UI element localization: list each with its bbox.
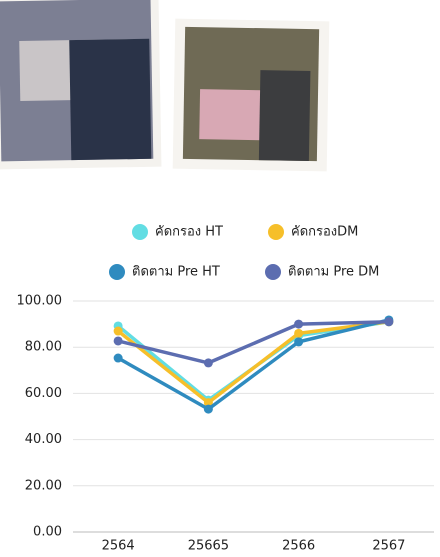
- y-tick-label: 0.00: [33, 525, 62, 540]
- data-point: [294, 329, 303, 338]
- series-line: [118, 322, 389, 403]
- x-tick-label: 25665: [188, 539, 229, 554]
- data-point: [384, 317, 393, 326]
- y-tick-label: 60.00: [25, 386, 62, 401]
- data-point: [204, 405, 213, 414]
- x-tick-label: 2566: [282, 539, 315, 554]
- x-tick-label: 2564: [102, 539, 135, 554]
- photo-right: [173, 19, 330, 172]
- legend-label: คัดกรองDM: [291, 225, 358, 240]
- legend-marker: [268, 224, 284, 240]
- legend-marker: [109, 264, 125, 280]
- x-tick-label: 2567: [372, 539, 405, 554]
- legend-label: ติดตาม Pre DM: [288, 265, 379, 280]
- photo-detail: [69, 39, 151, 160]
- y-tick-label: 40.00: [25, 432, 62, 447]
- y-tick-label: 80.00: [25, 340, 62, 355]
- photo-left: [0, 0, 161, 169]
- series-line: [118, 322, 389, 400]
- data-point: [294, 320, 303, 329]
- data-point: [114, 336, 123, 345]
- data-point: [294, 337, 303, 346]
- legend-marker: [132, 224, 148, 240]
- data-point: [114, 327, 123, 336]
- legend-label: คัดกรอง HT: [155, 225, 223, 240]
- screen: 0.00 20.00 40.00 60.00 80.00 100.00 2564 25665 2…: [0, 0, 440, 557]
- data-point: [114, 354, 123, 363]
- y-tick-label: 100.00: [17, 294, 63, 309]
- photo-detail: [259, 70, 311, 161]
- legend-label: ติดตาม Pre HT: [132, 265, 220, 280]
- y-tick-label: 20.00: [25, 478, 62, 493]
- page: 0.00 20.00 40.00 60.00 80.00 100.00 2564 25665 2…: [0, 0, 440, 557]
- legend-marker: [265, 264, 281, 280]
- data-point: [204, 358, 213, 367]
